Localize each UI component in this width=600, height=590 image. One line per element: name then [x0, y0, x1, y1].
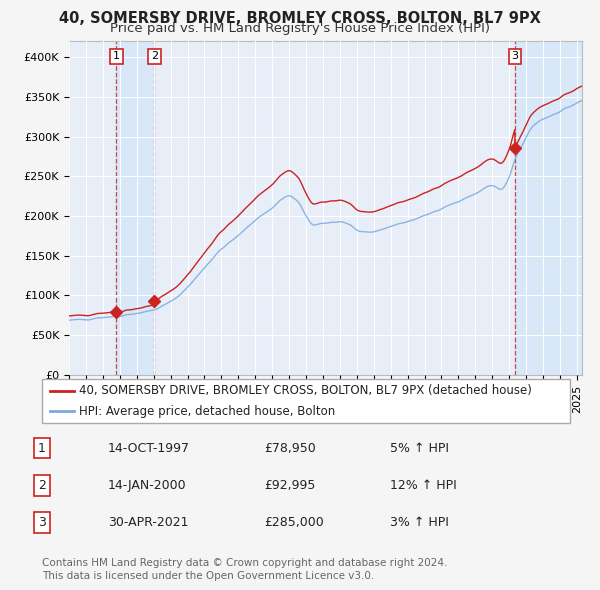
Text: 12% ↑ HPI: 12% ↑ HPI [390, 478, 457, 492]
Text: 2: 2 [38, 478, 46, 492]
Text: £285,000: £285,000 [264, 516, 324, 529]
Text: 1: 1 [38, 441, 46, 455]
Text: 1: 1 [113, 51, 120, 61]
Bar [116, 41, 154, 375]
Bar [515, 41, 582, 375]
Text: 3% ↑ HPI: 3% ↑ HPI [390, 516, 449, 529]
Text: 14-OCT-1997: 14-OCT-1997 [108, 441, 190, 455]
Text: 30-APR-2021: 30-APR-2021 [108, 516, 188, 529]
Text: HPI: Average price, detached house, Bolton: HPI: Average price, detached house, Bolt… [79, 405, 335, 418]
Text: £92,995: £92,995 [264, 478, 316, 492]
Text: 14-JAN-2000: 14-JAN-2000 [108, 478, 187, 492]
Text: 5% ↑ HPI: 5% ↑ HPI [390, 441, 449, 455]
Text: £78,950: £78,950 [264, 441, 316, 455]
Text: 2: 2 [151, 51, 158, 61]
Text: 3: 3 [38, 516, 46, 529]
Text: Contains HM Land Registry data © Crown copyright and database right 2024.
This d: Contains HM Land Registry data © Crown c… [42, 558, 448, 581]
Text: Price paid vs. HM Land Registry's House Price Index (HPI): Price paid vs. HM Land Registry's House … [110, 22, 490, 35]
Text: 3: 3 [511, 51, 518, 61]
Text: 40, SOMERSBY DRIVE, BROMLEY CROSS, BOLTON, BL7 9PX: 40, SOMERSBY DRIVE, BROMLEY CROSS, BOLTO… [59, 11, 541, 25]
Text: 40, SOMERSBY DRIVE, BROMLEY CROSS, BOLTON, BL7 9PX (detached house): 40, SOMERSBY DRIVE, BROMLEY CROSS, BOLTO… [79, 384, 532, 397]
